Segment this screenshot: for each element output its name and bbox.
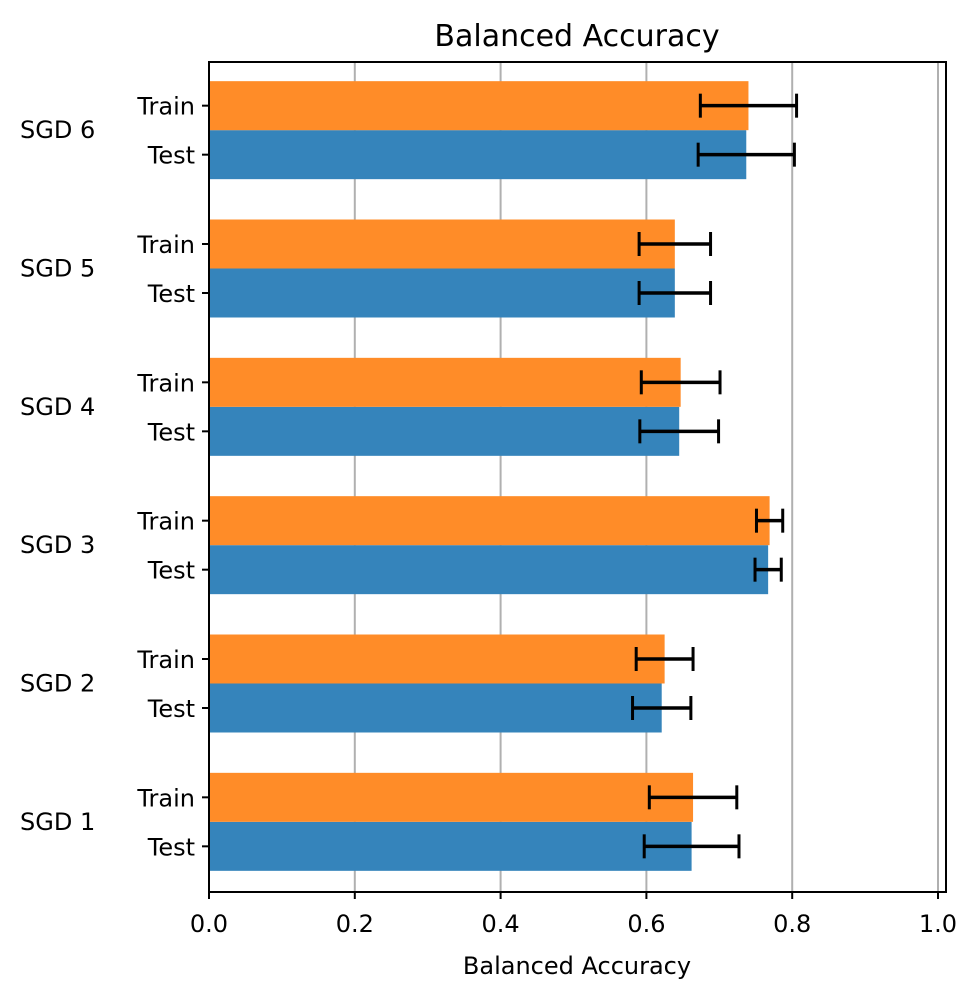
error-bar	[696, 142, 796, 167]
group-label: SGD 6	[20, 116, 95, 144]
y-tick-label-train: Train	[136, 508, 195, 536]
error-bar	[631, 696, 693, 720]
bar-train	[209, 81, 749, 131]
bar-test	[209, 130, 747, 180]
bar-train	[209, 219, 675, 269]
group-label: SGD 3	[20, 531, 95, 559]
y-tick-label-train: Train	[136, 646, 195, 674]
group-label: SGD 2	[20, 670, 95, 698]
error-bar	[754, 508, 785, 533]
x-tick-label: 0.8	[773, 910, 811, 938]
bar-test	[209, 268, 675, 318]
y-tick-label-test: Test	[147, 695, 195, 723]
y-tick-label-train: Train	[136, 369, 195, 397]
x-tick-label: 0.0	[190, 910, 228, 938]
y-tick-label-test: Test	[147, 142, 195, 170]
error-bar	[642, 834, 741, 859]
x-tick-label: 0.2	[336, 910, 374, 938]
error-bars	[631, 93, 799, 859]
y-tick-label-train: Train	[136, 784, 195, 812]
group-label: SGD 4	[20, 393, 95, 421]
y-tick-label-test: Test	[147, 418, 195, 446]
plot-frame	[208, 61, 947, 893]
bar-test	[209, 683, 662, 733]
x-axis-label: Balanced Accuracy	[463, 952, 691, 980]
bar-train	[209, 772, 694, 822]
error-bar	[698, 93, 799, 118]
y-tick-label-train: Train	[136, 231, 195, 259]
chart-title: Balanced Accuracy	[434, 19, 719, 54]
error-bar	[639, 370, 722, 395]
error-bar	[637, 232, 713, 256]
bars	[209, 81, 770, 871]
y-tick-label-test: Test	[147, 833, 195, 861]
error-bar	[634, 647, 695, 671]
group-label: SGD 1	[20, 808, 95, 836]
y-tick-label-test: Test	[147, 280, 195, 308]
bar-test	[209, 545, 769, 595]
x-tick-label: 0.6	[627, 910, 665, 938]
error-bar	[753, 557, 783, 582]
bar-train	[209, 357, 681, 407]
error-bar	[638, 419, 721, 444]
bar-train	[209, 634, 665, 684]
y-tick-label-test: Test	[147, 557, 195, 585]
error-bar	[637, 281, 713, 305]
group-label: SGD 5	[20, 255, 95, 283]
error-bar	[647, 785, 739, 810]
bar-test	[209, 406, 680, 456]
x-tick-label: 0.4	[482, 910, 520, 938]
bar-test	[209, 821, 692, 871]
x-tick-label: 1.0	[919, 910, 957, 938]
axis-tick-labels: 0.0 0.2 0.4 0.6 0.8 1.0 Test Train SGD 1 Test Trai…	[20, 93, 957, 938]
bar-train	[209, 496, 770, 546]
grid-lines	[208, 62, 939, 892]
y-tick-label-train: Train	[136, 93, 195, 121]
